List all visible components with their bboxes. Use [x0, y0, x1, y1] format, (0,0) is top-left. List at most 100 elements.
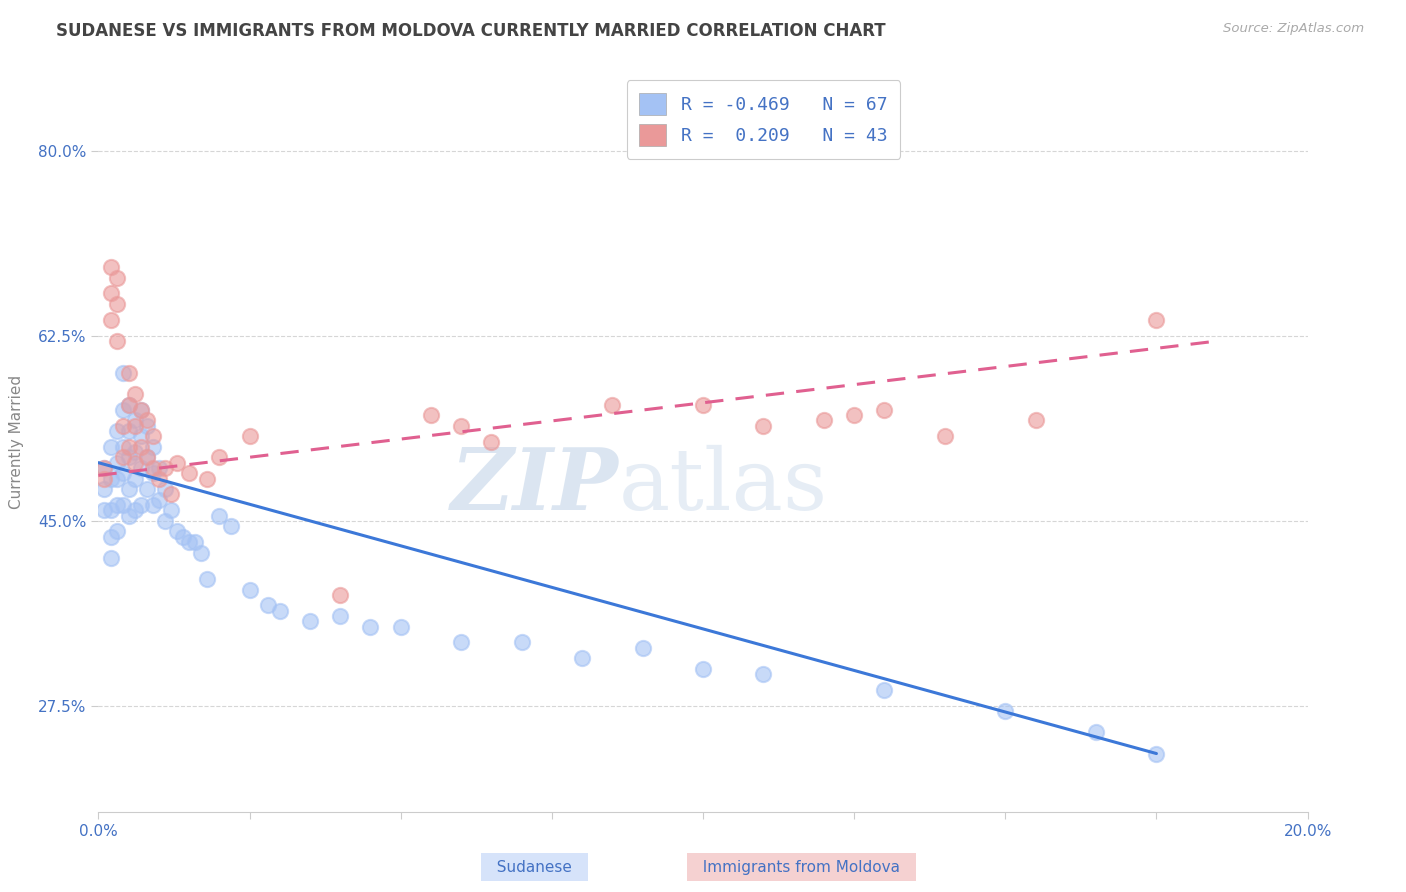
Point: [118, 440, 141, 454]
Point: [111, 366, 134, 380]
Point: [93, 461, 115, 475]
Point: [124, 445, 146, 459]
Point: [389, 620, 412, 634]
Point: [195, 472, 218, 486]
Point: [105, 424, 128, 438]
Text: SUDANESE VS IMMIGRANTS FROM MOLDOVA CURRENTLY MARRIED CORRELATION CHART: SUDANESE VS IMMIGRANTS FROM MOLDOVA CURR…: [56, 22, 886, 40]
Point: [105, 472, 128, 486]
Point: [148, 472, 170, 486]
Point: [179, 535, 201, 549]
Point: [1024, 413, 1046, 427]
Point: [994, 704, 1017, 718]
Point: [1144, 747, 1167, 761]
Point: [873, 683, 896, 698]
Point: [105, 334, 128, 348]
Point: [450, 635, 472, 649]
Text: ZIP: ZIP: [450, 444, 619, 528]
Point: [239, 429, 262, 443]
Point: [873, 402, 896, 417]
Point: [118, 450, 141, 465]
Point: [100, 530, 122, 544]
Point: [100, 472, 122, 486]
Point: [172, 530, 194, 544]
Point: [752, 418, 775, 433]
Point: [190, 546, 212, 560]
Point: [160, 487, 183, 501]
Point: [129, 440, 152, 454]
Point: [813, 413, 835, 427]
Point: [510, 635, 533, 649]
Point: [105, 456, 128, 470]
Point: [142, 429, 165, 443]
Point: [135, 413, 157, 427]
Point: [135, 418, 157, 433]
Point: [100, 260, 122, 274]
Point: [142, 498, 165, 512]
Point: [692, 398, 714, 412]
Text: Source: ZipAtlas.com: Source: ZipAtlas.com: [1223, 22, 1364, 36]
Point: [160, 503, 183, 517]
Point: [184, 535, 207, 549]
Point: [124, 418, 146, 433]
Point: [105, 524, 128, 539]
Point: [142, 467, 165, 481]
Y-axis label: Currently Married: Currently Married: [10, 375, 24, 508]
Point: [153, 482, 176, 496]
Point: [450, 418, 472, 433]
Point: [329, 588, 352, 602]
Text: atlas: atlas: [619, 444, 828, 527]
Text: Immigrants from Moldova: Immigrants from Moldova: [693, 860, 910, 874]
Point: [129, 498, 152, 512]
Point: [100, 313, 122, 327]
Point: [129, 461, 152, 475]
Point: [142, 461, 165, 475]
Point: [124, 456, 146, 470]
Point: [221, 519, 243, 533]
Point: [118, 398, 141, 412]
Point: [105, 270, 128, 285]
Point: [153, 461, 176, 475]
Point: [420, 408, 443, 422]
Point: [129, 402, 152, 417]
Point: [93, 472, 115, 486]
Point: [329, 609, 352, 624]
Point: [129, 402, 152, 417]
Point: [118, 508, 141, 523]
Point: [129, 429, 152, 443]
Point: [148, 492, 170, 507]
Point: [100, 550, 122, 565]
Point: [602, 398, 624, 412]
Point: [105, 297, 128, 311]
Point: [135, 450, 157, 465]
Point: [118, 366, 141, 380]
Point: [360, 620, 382, 634]
Point: [105, 498, 128, 512]
Point: [166, 456, 188, 470]
Point: [1144, 313, 1167, 327]
Point: [124, 387, 146, 401]
Text: Sudanese: Sudanese: [486, 860, 582, 874]
Point: [844, 408, 866, 422]
Point: [111, 450, 134, 465]
Point: [752, 667, 775, 681]
Point: [208, 450, 231, 465]
Point: [142, 440, 165, 454]
Point: [124, 472, 146, 486]
Point: [111, 440, 134, 454]
Point: [195, 572, 218, 586]
Point: [111, 467, 134, 481]
Point: [100, 286, 122, 301]
Point: [299, 615, 322, 629]
Point: [93, 461, 115, 475]
Point: [111, 418, 134, 433]
Point: [692, 662, 714, 676]
Point: [1085, 725, 1108, 739]
Point: [148, 461, 170, 475]
Point: [111, 498, 134, 512]
Point: [124, 503, 146, 517]
Point: [571, 651, 593, 665]
Point: [269, 604, 291, 618]
Point: [118, 398, 141, 412]
Point: [124, 413, 146, 427]
Point: [481, 434, 503, 449]
